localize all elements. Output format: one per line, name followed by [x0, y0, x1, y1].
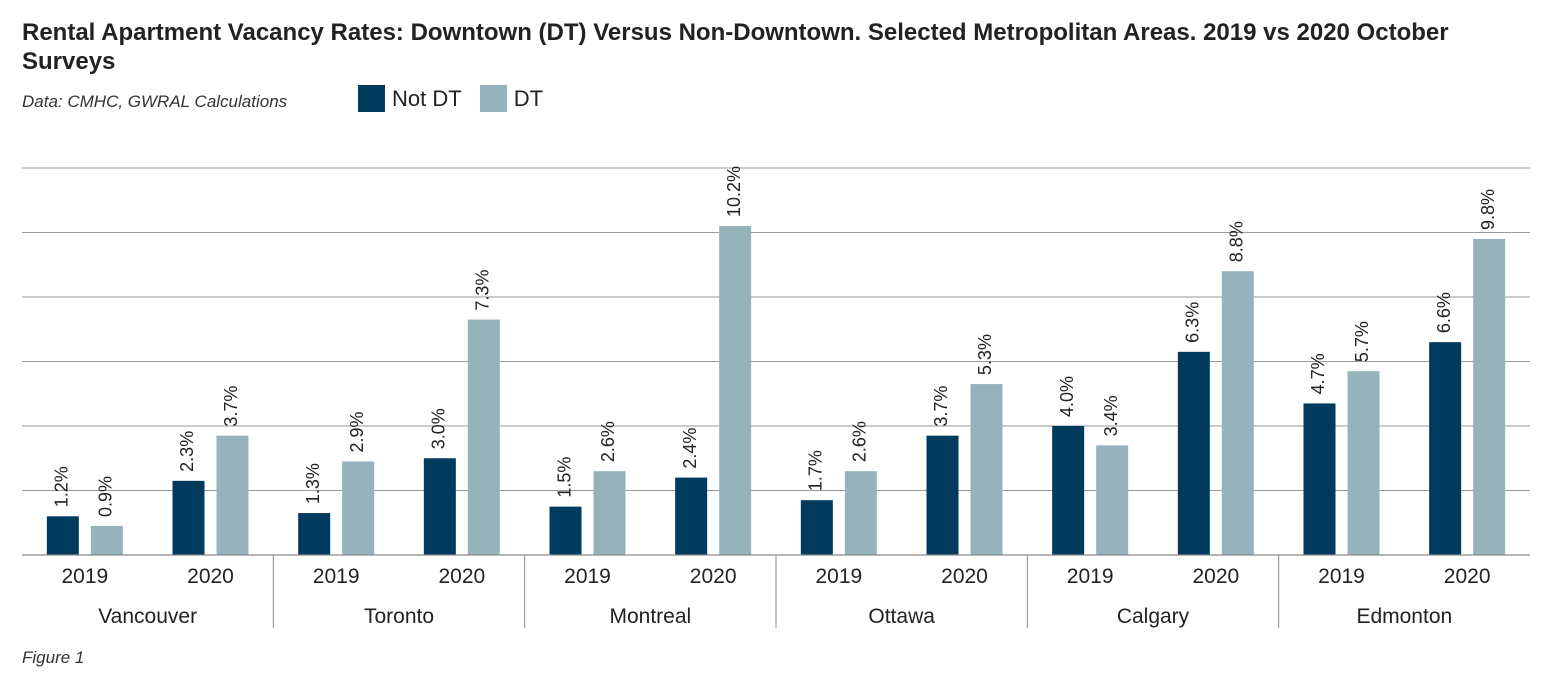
data-label-not-dt: 2.3%: [177, 431, 197, 472]
x-tick-label-year: 2020: [1444, 565, 1491, 588]
x-group-label: Edmonton: [1356, 605, 1452, 628]
x-tick-label-year: 2020: [1192, 565, 1239, 588]
data-label-dt: 3.7%: [221, 386, 241, 427]
bar-not-dt: [46, 516, 79, 555]
bar-not-dt: [926, 435, 959, 555]
x-tick-label-year: 2019: [1067, 565, 1114, 588]
data-label-dt: 8.8%: [1227, 221, 1247, 262]
bar-dt: [719, 226, 752, 556]
data-label-not-dt: 3.7%: [931, 386, 951, 427]
x-group-label: Vancouver: [98, 605, 197, 628]
data-label-not-dt: 6.6%: [1434, 292, 1454, 333]
chart-legend: Not DT DT: [358, 85, 561, 112]
data-label-dt: 2.6%: [850, 421, 870, 462]
bar-not-dt: [800, 500, 833, 555]
x-tick-label-year: 2019: [564, 565, 611, 588]
bar-not-dt: [1303, 403, 1336, 555]
data-label-not-dt: 1.2%: [52, 466, 72, 507]
data-label-dt: 7.3%: [473, 270, 493, 311]
x-tick-label-year: 2020: [438, 565, 485, 588]
x-tick-label-year: 2020: [187, 565, 234, 588]
data-label-dt: 5.7%: [1352, 321, 1372, 362]
x-group-label: Calgary: [1117, 605, 1190, 628]
bar-dt: [342, 461, 375, 555]
data-label-not-dt: 6.3%: [1183, 302, 1203, 343]
x-group-label: Toronto: [364, 605, 434, 628]
data-label-not-dt: 3.0%: [429, 408, 449, 449]
chart-title: Rental Apartment Vacancy Rates: Downtown…: [22, 19, 1449, 75]
legend-swatch-dt: [479, 85, 507, 112]
data-label-not-dt: 4.0%: [1057, 376, 1077, 417]
data-label-dt: 2.9%: [347, 411, 367, 452]
data-label-not-dt: 4.7%: [1308, 353, 1328, 394]
x-tick-label-year: 2020: [941, 565, 988, 588]
data-label-dt: 10.2%: [724, 166, 744, 217]
chart-source: Data: CMHC, GWRAL Calculations: [22, 92, 288, 111]
data-label-not-dt: 1.7%: [806, 450, 826, 491]
bar-not-dt: [1429, 342, 1462, 555]
x-tick-label-year: 2019: [61, 565, 108, 588]
bar-dt: [970, 384, 1003, 555]
bar-dt: [1221, 271, 1254, 555]
x-tick-label-year: 2019: [815, 565, 862, 588]
bar-not-dt: [298, 513, 331, 555]
bar-dt: [1347, 371, 1380, 555]
legend-swatch-not-dt: [358, 85, 385, 112]
bar-not-dt: [1177, 351, 1210, 555]
bar-not-dt: [549, 506, 582, 555]
data-label-dt: 2.6%: [598, 421, 618, 462]
legend-label-not-dt: Not DT: [392, 85, 462, 111]
data-label-not-dt: 1.3%: [303, 463, 323, 504]
x-group-label: Ottawa: [868, 605, 935, 628]
data-label-dt: 5.3%: [975, 334, 995, 375]
bar-dt: [467, 319, 500, 555]
legend-item-not-dt: Not DT: [358, 85, 462, 112]
legend-label-dt: DT: [513, 85, 544, 111]
data-label-not-dt: 1.5%: [554, 457, 574, 498]
x-group-label: Montreal: [609, 605, 691, 628]
bar-not-dt: [423, 458, 456, 555]
bar-not-dt: [675, 477, 708, 555]
data-label-not-dt: 2.4%: [680, 428, 700, 469]
figure-caption: Figure 1: [22, 648, 85, 667]
x-tick-label-year: 2019: [1318, 565, 1365, 588]
data-label-dt: 0.9%: [96, 476, 116, 517]
bar-dt: [844, 471, 877, 555]
legend-item-dt: DT: [479, 85, 544, 112]
bar-dt: [216, 435, 249, 555]
bar-dt: [1096, 445, 1129, 555]
data-label-dt: 3.4%: [1101, 395, 1121, 436]
bar-dt: [1473, 238, 1506, 555]
bar-dt: [90, 525, 123, 555]
bar-not-dt: [172, 480, 205, 555]
x-tick-label-year: 2019: [313, 565, 360, 588]
x-tick-label-year: 2020: [690, 565, 737, 588]
data-label-dt: 9.8%: [1478, 189, 1498, 230]
bar-not-dt: [1052, 426, 1085, 555]
bar-dt: [593, 471, 626, 555]
